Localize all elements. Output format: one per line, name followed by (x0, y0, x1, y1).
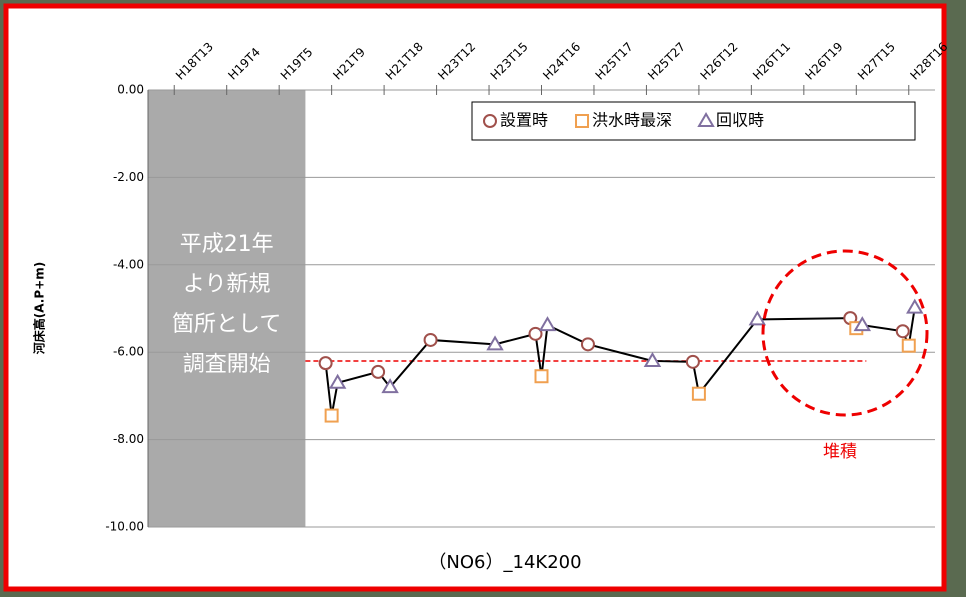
y-tick-label: -10.00 (105, 520, 144, 534)
y-tick-label: -2.00 (113, 170, 144, 184)
shaded-region (148, 90, 305, 527)
legend-label: 洪水時最深 (592, 111, 672, 130)
legend-marker (576, 115, 588, 127)
y-tick-label: -6.00 (113, 345, 144, 359)
point (536, 370, 548, 382)
point (903, 340, 915, 352)
shaded-note: 平成21年 (180, 232, 274, 257)
point (372, 366, 384, 378)
y-axis-label: 河床高(A.P+m) (32, 262, 47, 355)
point (425, 334, 437, 346)
point (320, 357, 332, 369)
point (582, 338, 594, 350)
point (687, 356, 699, 368)
legend-marker (484, 115, 496, 127)
point (326, 410, 338, 422)
point (897, 325, 909, 337)
chart-title: （NO6）_14K200 (428, 552, 581, 573)
shaded-note: 箇所として (172, 312, 281, 337)
highlight-label: 堆積 (823, 442, 857, 462)
y-tick-label: -4.00 (113, 257, 144, 271)
y-tick-label: 0.00 (117, 83, 144, 97)
point (693, 388, 705, 400)
shaded-note: 調査開始 (183, 352, 271, 377)
shaded-note: より新規 (183, 272, 271, 297)
frame (6, 6, 944, 589)
legend-label: 回収時 (716, 111, 764, 130)
chart: （NO6）_14K200 河床高(A.P+m) 平成21年より新規箇所として調査… (0, 0, 966, 597)
legend-label: 設置時 (500, 111, 548, 130)
y-tick-label: -8.00 (113, 432, 144, 446)
